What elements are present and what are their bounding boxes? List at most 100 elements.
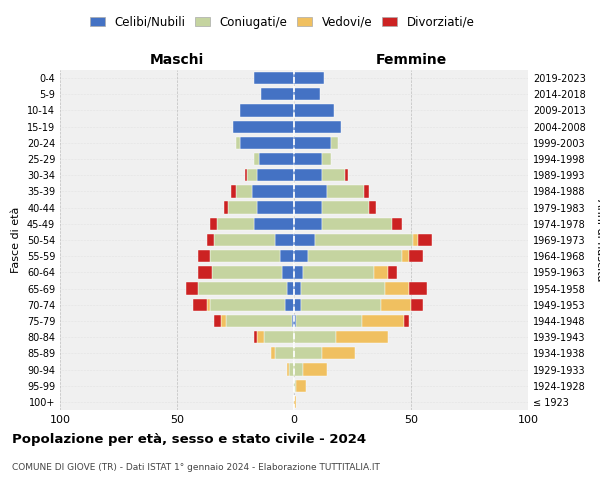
Bar [385,282,409,294]
Bar [226,315,292,327]
Text: Maschi: Maschi [150,53,204,67]
Bar [322,202,369,214]
Bar [301,282,385,294]
Bar [292,315,294,327]
Bar [289,364,294,376]
Bar [294,120,341,133]
Bar [294,186,327,198]
Bar [257,169,294,181]
Bar [294,266,304,278]
Bar [294,250,308,262]
Bar [257,202,294,214]
Bar [231,186,235,198]
Bar [261,88,294,101]
Bar [294,298,301,311]
Bar [187,282,198,294]
Bar [308,250,401,262]
Bar [245,169,247,181]
Text: Popolazione per età, sesso e stato civile - 2024: Popolazione per età, sesso e stato civil… [12,432,366,446]
Bar [294,282,301,294]
Bar [346,169,348,181]
Bar [336,331,388,344]
Bar [294,153,322,165]
Bar [294,347,322,360]
Bar [409,250,422,262]
Text: Femmine: Femmine [376,53,446,67]
Bar [198,282,287,294]
Bar [208,298,210,311]
Bar [296,380,306,392]
Bar [235,136,240,149]
Bar [208,234,214,246]
Bar [413,234,418,246]
Bar [362,315,404,327]
Bar [263,331,294,344]
Bar [283,266,294,278]
Bar [284,298,294,311]
Bar [240,136,294,149]
Bar [327,186,364,198]
Bar [409,282,427,294]
Bar [294,72,325,84]
Bar [280,250,294,262]
Bar [294,396,296,408]
Bar [240,104,294,117]
Bar [294,315,296,327]
Bar [369,202,376,214]
Bar [322,218,392,230]
Bar [210,218,217,230]
Bar [331,136,338,149]
Bar [224,202,229,214]
Bar [210,298,284,311]
Bar [294,169,322,181]
Bar [254,331,257,344]
Bar [380,298,411,311]
Bar [374,266,388,278]
Bar [304,266,374,278]
Bar [294,331,336,344]
Bar [259,153,294,165]
Bar [252,186,294,198]
Bar [254,72,294,84]
Bar [294,88,320,101]
Bar [322,169,346,181]
Bar [294,218,322,230]
Bar [294,136,331,149]
Bar [233,120,294,133]
Y-axis label: Anni di nascita: Anni di nascita [595,198,600,281]
Bar [301,298,380,311]
Bar [198,266,212,278]
Text: COMUNE DI GIOVE (TR) - Dati ISTAT 1° gennaio 2024 - Elaborazione TUTTITALIA.IT: COMUNE DI GIOVE (TR) - Dati ISTAT 1° gen… [12,462,380,471]
Bar [287,282,294,294]
Bar [294,104,334,117]
Bar [315,234,413,246]
Bar [364,186,369,198]
Bar [304,364,327,376]
Bar [214,234,275,246]
Bar [210,250,280,262]
Bar [271,347,275,360]
Bar [212,266,283,278]
Bar [296,315,362,327]
Bar [294,380,296,392]
Bar [214,315,221,327]
Bar [404,315,409,327]
Bar [401,250,409,262]
Bar [287,364,289,376]
Legend: Celibi/Nubili, Coniugati/e, Vedovi/e, Divorziati/e: Celibi/Nubili, Coniugati/e, Vedovi/e, Di… [85,11,479,34]
Y-axis label: Fasce di età: Fasce di età [11,207,21,273]
Bar [294,234,315,246]
Bar [257,331,263,344]
Bar [411,298,422,311]
Bar [275,234,294,246]
Bar [275,347,294,360]
Bar [229,202,257,214]
Bar [254,153,259,165]
Bar [388,266,397,278]
Bar [254,218,294,230]
Bar [198,250,210,262]
Bar [392,218,401,230]
Bar [217,218,254,230]
Bar [247,169,257,181]
Bar [221,315,226,327]
